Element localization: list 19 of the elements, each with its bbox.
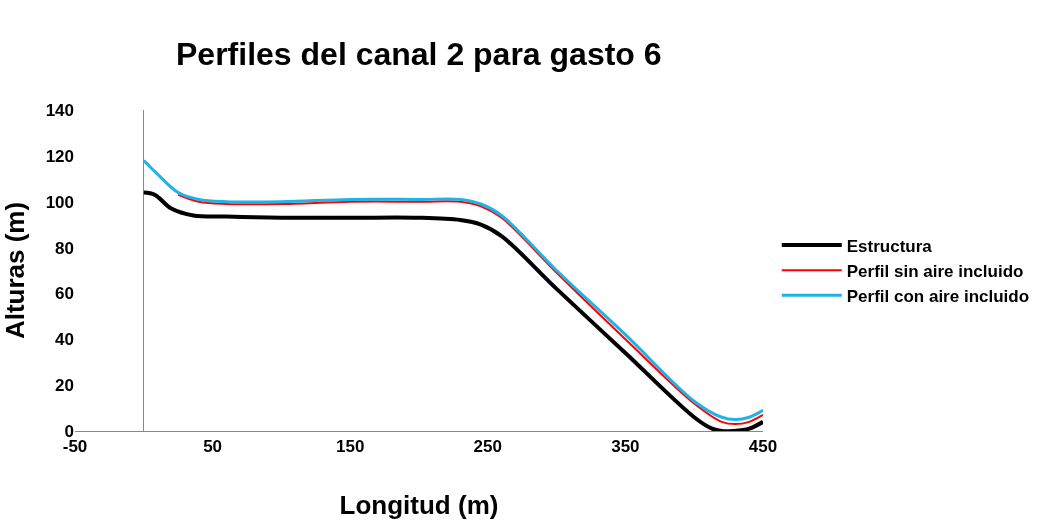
y-tick-label: 120 [45,146,74,166]
y-tick-label: 60 [55,284,74,304]
y-tick-label: 100 [45,192,74,212]
y-tick-label: 20 [55,376,74,396]
legend-label: Estructura [846,236,933,256]
x-tick-label: 450 [748,437,778,457]
y-tick-label: 140 [45,100,74,120]
y-tick-label: 80 [55,238,74,258]
chart-title: Perfiles del canal 2 para gasto 6 [176,35,662,72]
y-axis-title: Alturas (m) [0,201,30,340]
x-tick-label: 150 [336,437,365,457]
legend-label: Perfil sin aire incluido [846,261,1024,281]
y-tick-label: 40 [55,330,74,350]
line-series [142,158,763,422]
x-tick-label: 250 [473,437,502,457]
legend-label: Perfil con aire incluido [846,286,1030,306]
x-axis-title: Longitud (m) [339,490,499,521]
x-tick-label: 350 [611,437,640,457]
x-tick-label: 50 [203,437,223,457]
